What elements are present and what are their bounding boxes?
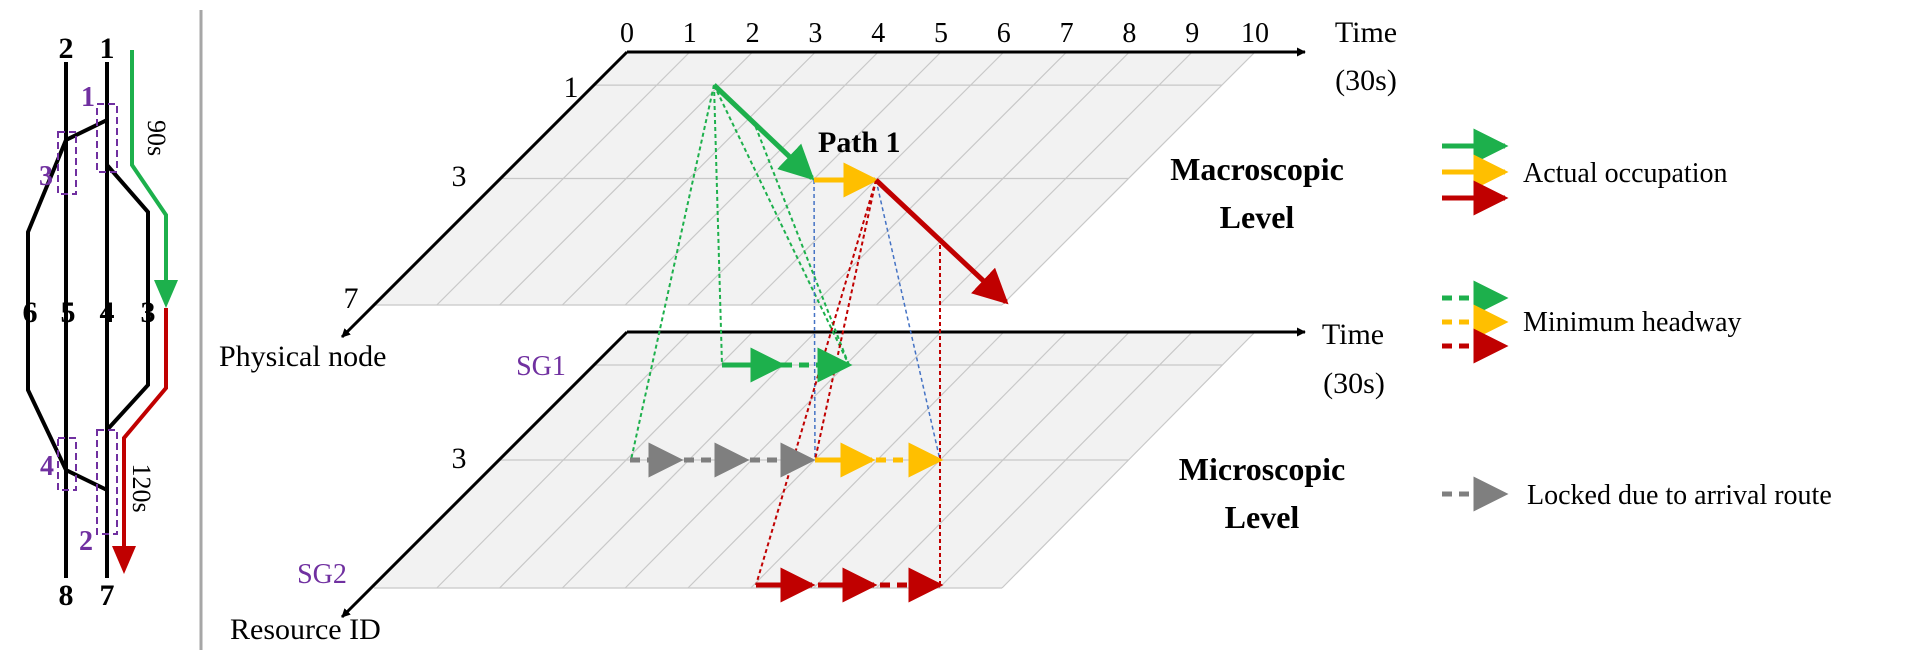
track-node-label: 2 — [59, 32, 74, 65]
macro-time-unit: (30s) — [1335, 64, 1397, 97]
resource-label: 4 — [40, 451, 54, 482]
time-tick-label: 3 — [808, 18, 822, 49]
resource-label: 1 — [81, 82, 95, 113]
green-projection — [713, 84, 850, 366]
legend-locked-label: Locked due to arrival route — [1527, 480, 1832, 511]
track-node-label: 5 — [61, 296, 76, 329]
legend: Actual occupation Minimum headway Locked… — [1442, 128, 1832, 512]
time-tick-label: 10 — [1241, 18, 1269, 49]
micro-axis-label: Resource ID — [230, 613, 381, 646]
time-tick-label: 1 — [683, 18, 697, 49]
time-tick-label: 9 — [1185, 18, 1199, 49]
macro-arrows — [712, 83, 1009, 305]
resource-label: 3 — [39, 161, 53, 192]
track-loop-3 — [105, 163, 150, 432]
macro-axis-label: Physical node — [219, 340, 386, 373]
micro-time-label: Time — [1322, 318, 1384, 351]
micro-level-title: Level — [1225, 499, 1300, 535]
red-projection — [755, 179, 877, 586]
resource-box-3 — [57, 131, 77, 195]
micro-sg1-label: SG1 — [516, 351, 566, 382]
running-time-label: 90s — [142, 120, 171, 156]
running-time-label: 120s — [127, 463, 156, 512]
time-tick-label: 7 — [1060, 18, 1074, 49]
macro-time-label: Time — [1335, 16, 1397, 49]
track-node-label: 8 — [59, 579, 74, 612]
legend-actual-label: Actual occupation — [1523, 158, 1727, 189]
blue-projection — [875, 179, 941, 461]
macro-level: 0 1 2 3 4 5 6 7 8 9 10 Time (30s) 1 3 7 Physical n… — [219, 16, 1397, 373]
macro-node-tick: 7 — [344, 282, 359, 315]
projection-lines — [630, 84, 941, 586]
actual-occupation-arrow-green — [712, 83, 815, 181]
track-node-label: 6 — [23, 296, 38, 329]
green-projection — [630, 84, 715, 461]
macro-level-title: Level — [1220, 199, 1295, 235]
time-tick-label: 8 — [1122, 18, 1136, 49]
red-projection — [814, 179, 877, 461]
micro-level-title: Microscopic — [1179, 451, 1345, 487]
track-node-label: 4 — [100, 296, 115, 329]
time-tick-label: 2 — [746, 18, 760, 49]
time-tick-label: 0 — [620, 18, 634, 49]
macro-node-tick: 1 — [564, 71, 579, 104]
track-node-label: 1 — [100, 32, 115, 65]
track-node-label: 3 — [141, 296, 156, 329]
resource-box-2 — [96, 429, 118, 535]
route-red — [122, 308, 168, 548]
track-layout: 2 1 6 5 4 3 8 7 1 3 4 2 90s 120s — [23, 32, 178, 612]
macro-node-axis — [340, 50, 629, 339]
micro-sg2-label: SG2 — [297, 559, 347, 590]
resource-box-4 — [57, 437, 77, 491]
micro-resource-axis — [340, 330, 629, 619]
time-tick-label: 5 — [934, 18, 948, 49]
track-loop-6 — [26, 118, 108, 492]
track-node-label: 7 — [100, 579, 115, 612]
micro-time-unit: (30s) — [1323, 367, 1385, 400]
actual-occupation-arrow-red — [874, 178, 1009, 305]
macro-level-title: Macroscopic — [1170, 151, 1344, 187]
macro-node-tick: 3 — [452, 160, 467, 193]
time-tick-label: 4 — [871, 18, 885, 49]
route-green — [130, 50, 168, 285]
route-green-arrowhead — [154, 280, 178, 308]
legend-headway-label: Minimum headway — [1523, 307, 1742, 338]
resource-label: 2 — [79, 526, 93, 557]
micro-arrows — [630, 347, 944, 603]
macro-time-ticks: 0 1 2 3 4 5 6 7 8 9 10 — [620, 18, 1269, 49]
blue-projection — [813, 179, 816, 461]
green-projection — [713, 84, 723, 366]
time-tick-label: 6 — [997, 18, 1011, 49]
route-red-arrowhead — [112, 546, 136, 574]
micro-resource-tick: 3 — [452, 442, 467, 475]
path-label: Path 1 — [818, 126, 901, 159]
